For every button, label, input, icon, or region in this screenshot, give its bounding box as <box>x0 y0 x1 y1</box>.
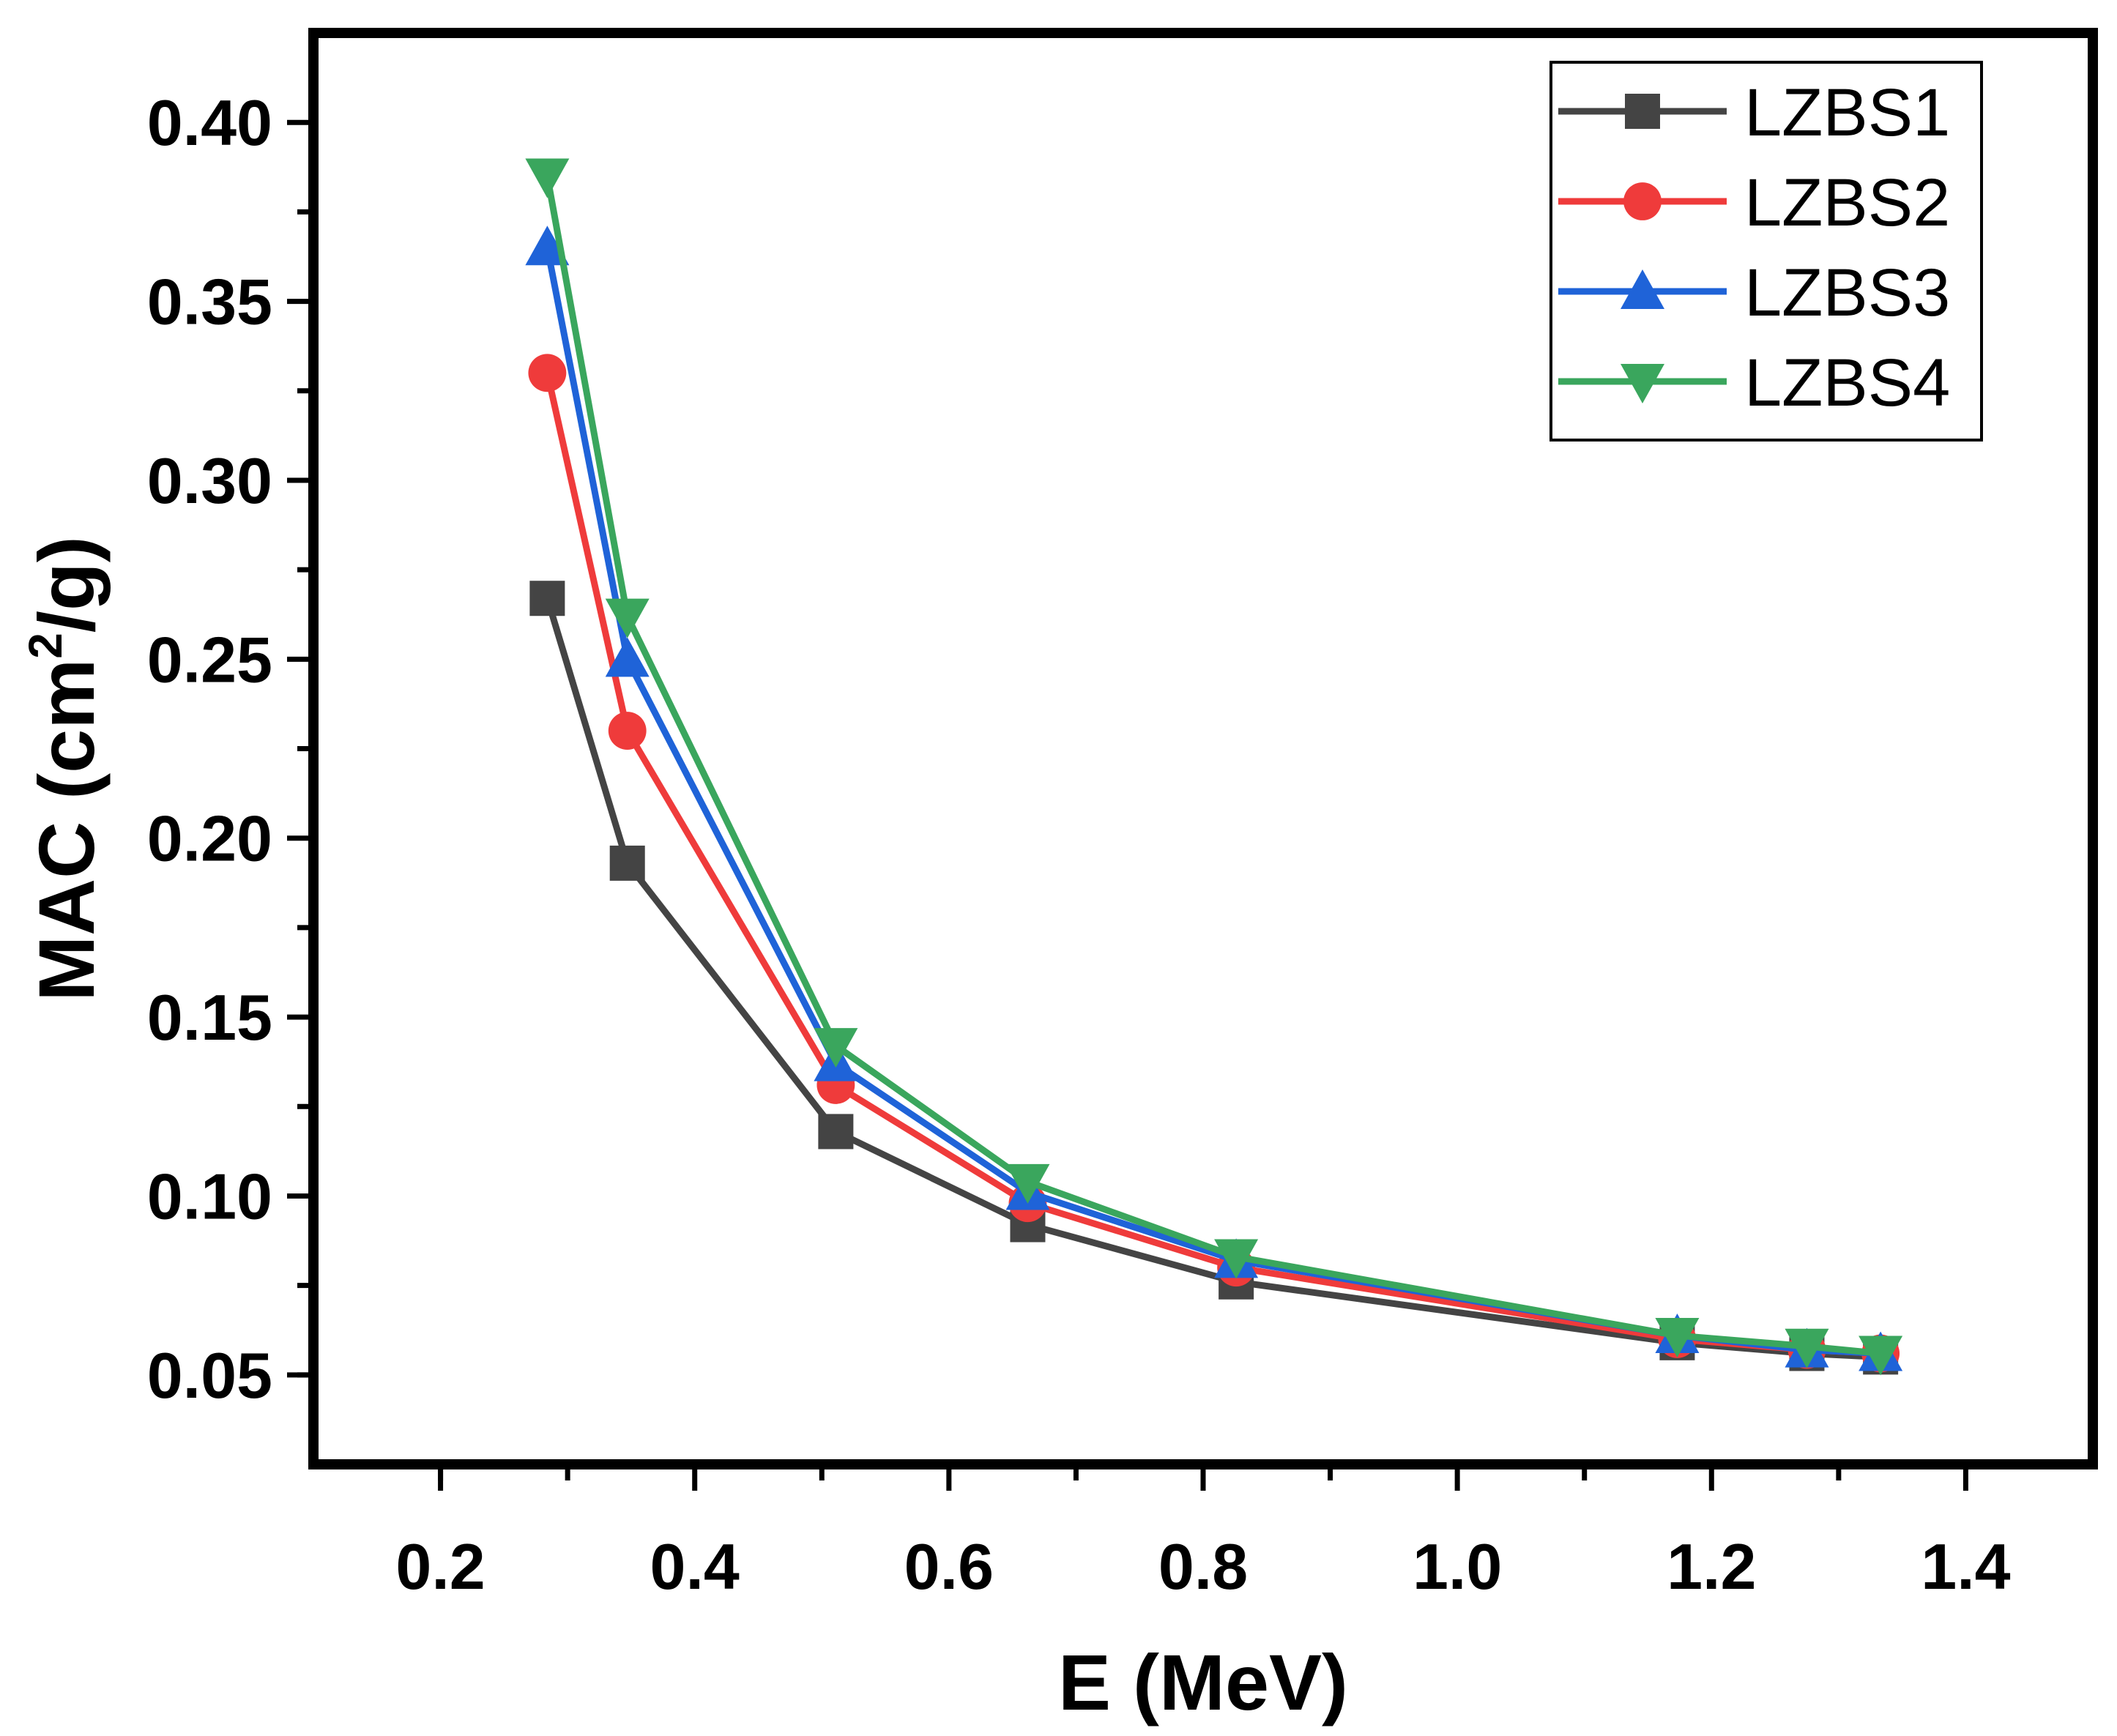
data-point <box>818 1114 854 1150</box>
y-axis-title-main: MAC (cm <box>22 659 111 1002</box>
y-axis-title-tail: /g) <box>22 536 111 633</box>
series-lzbs4 <box>525 158 1903 1376</box>
y-tick-label: 0.20 <box>147 802 272 875</box>
data-point <box>609 845 645 881</box>
x-axis-title: E (MeV) <box>1058 1638 1348 1726</box>
data-point <box>1005 1163 1050 1204</box>
y-tick-label: 0.05 <box>147 1339 272 1412</box>
legend-label: LZBS3 <box>1744 256 1950 330</box>
data-point <box>529 581 565 616</box>
series-line <box>544 597 1881 1360</box>
x-tick-label: 0.8 <box>1158 1530 1248 1603</box>
legend-marker <box>1621 269 1664 309</box>
legend-entry: LZBS1 <box>1558 75 1950 150</box>
data-point <box>528 354 567 392</box>
data-point <box>525 226 570 266</box>
x-tick-label: 0.2 <box>395 1530 485 1603</box>
y-tick-label: 0.40 <box>147 86 272 159</box>
legend-marker <box>1625 94 1660 129</box>
data-point <box>608 712 647 750</box>
x-tick-label: 0.4 <box>650 1530 740 1603</box>
series-line <box>543 175 1881 1357</box>
data-point <box>1859 1335 1903 1376</box>
x-tick-label: 0.6 <box>904 1530 994 1603</box>
data-point <box>605 637 650 677</box>
x-tick-label: 1.2 <box>1667 1530 1756 1603</box>
legend-label: LZBS4 <box>1744 346 1950 420</box>
legend-entry: LZBS2 <box>1558 165 1950 240</box>
x-tick-label: 1.4 <box>1921 1530 2010 1603</box>
y-tick-label: 0.25 <box>147 623 272 696</box>
data-point <box>525 158 570 198</box>
axis-tick-labels: 0.2 0.4 0.6 0.8 1.0 1.2 1.4 0.05 0.10 0.15 0.20 0.2… <box>147 86 2011 1603</box>
legend-entry: LZBS4 <box>1558 346 1950 420</box>
legend-marker <box>1623 182 1662 220</box>
y-tick-label: 0.30 <box>147 444 272 517</box>
y-tick-label: 0.35 <box>147 266 272 338</box>
legend-label: LZBS1 <box>1744 75 1950 150</box>
data-point <box>605 598 650 638</box>
legend-entry: LZBS3 <box>1558 256 1950 330</box>
series-lines <box>525 158 1903 1376</box>
legend-marker <box>1621 364 1664 403</box>
data-point <box>814 1028 858 1068</box>
y-tick-label: 0.15 <box>147 981 272 1054</box>
legend-label: LZBS2 <box>1744 165 1950 240</box>
legend: LZBS1 LZBS2 LZBS3 LZBS4 <box>1549 61 1983 442</box>
y-axis-title: MAC (cm2/g) <box>19 536 111 1002</box>
data-point <box>1214 1239 1259 1279</box>
y-axis-title-superscript: 2 <box>19 633 72 659</box>
data-point <box>1655 1318 1700 1358</box>
plot-frame <box>308 28 2098 1469</box>
data-point <box>1785 1328 1829 1368</box>
x-tick-label: 1.0 <box>1413 1530 1502 1603</box>
y-tick-label: 0.10 <box>147 1160 272 1232</box>
legend-box <box>1549 61 1983 442</box>
